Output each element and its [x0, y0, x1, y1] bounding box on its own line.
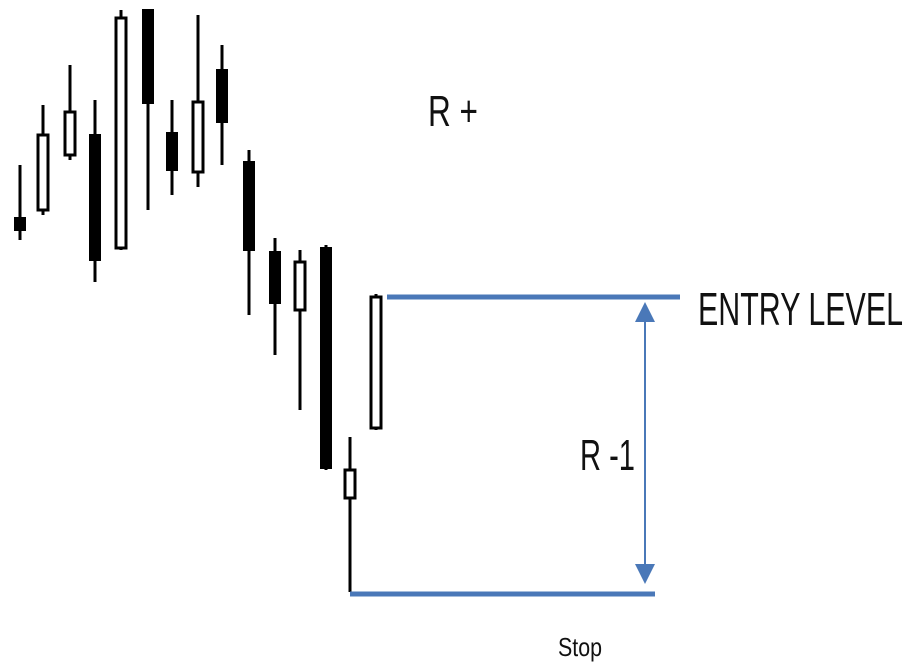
stop-label: Stop	[558, 632, 602, 662]
reward-label: R +	[428, 87, 478, 136]
candlesticks	[14, 9, 383, 592]
entry-label: ENTRY LEVEL	[698, 283, 903, 335]
risk-label: R -1	[580, 431, 635, 480]
